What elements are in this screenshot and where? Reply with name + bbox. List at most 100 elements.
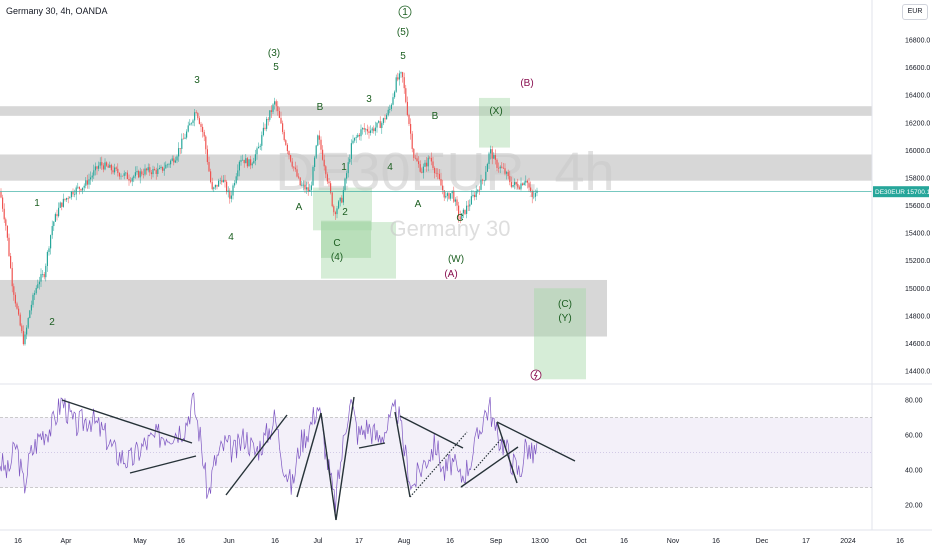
candle — [22, 325, 24, 346]
candle — [274, 97, 276, 110]
wave-label: 3 — [366, 94, 372, 105]
rsi-trendline-dotted — [473, 436, 504, 471]
candle — [238, 160, 240, 177]
time-tick-label: 17 — [355, 538, 363, 545]
candle — [474, 191, 476, 201]
candle — [262, 122, 264, 137]
candle — [261, 131, 263, 151]
candle — [402, 71, 404, 83]
candle — [450, 193, 452, 201]
candle — [498, 162, 500, 173]
wave-label: 2 — [49, 317, 55, 328]
candle — [112, 165, 114, 175]
candle — [38, 276, 40, 290]
wave-label: (W) — [448, 254, 464, 265]
candle — [459, 210, 461, 224]
time-axis[interactable]: 16 Apr May 16 Jun 16 Jul 17 Aug 16 Sep 13:00 Oct 16 No… — [14, 538, 904, 545]
wave-label: 5 — [400, 51, 406, 62]
wave-label: (B) — [520, 78, 533, 89]
candle — [354, 137, 356, 143]
wave-labels: 1 2 3 4 5 (3) B A 1 2 C (4) 3 4 5 (5) 1 B A C (W) (A) (X) (B) (C… — [34, 5, 572, 381]
projection-box-2 — [321, 220, 371, 258]
candle — [104, 158, 106, 171]
candle — [328, 177, 330, 187]
candle — [485, 165, 487, 182]
candle — [229, 188, 231, 204]
candle — [320, 136, 322, 154]
candle — [128, 174, 130, 186]
candle — [51, 220, 53, 239]
candle — [197, 112, 199, 121]
candle — [526, 179, 528, 189]
candle — [440, 172, 442, 186]
candle — [296, 165, 298, 178]
time-tick-label: 16 — [620, 538, 628, 545]
rsi-trendline — [496, 421, 518, 484]
rsi-tick-label: 40.00 — [905, 468, 923, 475]
candle — [2, 194, 4, 212]
time-tick-label: 17 — [802, 538, 810, 545]
candle — [242, 154, 244, 161]
candle — [170, 159, 172, 168]
candle — [512, 184, 514, 188]
candle — [494, 149, 496, 165]
wave-label: 3 — [194, 75, 200, 86]
candle — [429, 156, 431, 160]
candle — [16, 301, 18, 310]
candle — [280, 111, 282, 125]
candle — [314, 155, 316, 172]
currency-selector[interactable]: EUR — [902, 4, 928, 20]
candle — [122, 175, 124, 177]
candle — [42, 270, 44, 278]
candle — [254, 149, 256, 166]
candle — [288, 150, 290, 160]
candle — [325, 165, 327, 179]
candle — [194, 109, 196, 127]
candle — [496, 158, 498, 172]
candle — [234, 180, 236, 188]
price-tick-label: 15400.0 — [905, 231, 930, 238]
candle — [6, 225, 8, 241]
candle — [232, 183, 234, 200]
candle — [467, 200, 469, 212]
price-axis[interactable]: 14400.0 14600.0 14800.0 15000.0 15200.0 15400… — [905, 38, 930, 376]
candle — [80, 188, 82, 192]
candle — [203, 129, 205, 142]
time-tick-label: 13:00 — [531, 538, 549, 545]
rsi-trendline — [296, 412, 322, 498]
candle — [478, 186, 480, 195]
candle — [528, 177, 530, 192]
candle — [483, 179, 485, 186]
wave-label: (A) — [444, 269, 457, 280]
candle — [302, 180, 304, 191]
rsi-trendline — [358, 442, 386, 449]
candle — [213, 186, 215, 192]
candle — [430, 152, 432, 166]
watermark-name: Germany 30 — [389, 216, 510, 241]
wave-circle-marker — [398, 5, 412, 19]
rsi-axis[interactable]: 20.00 40.00 60.00 80.00 — [905, 398, 923, 510]
price-tick-label: 15200.0 — [905, 258, 930, 265]
time-tick-label: 16 — [177, 538, 185, 545]
candle — [446, 191, 448, 202]
candle — [304, 180, 306, 194]
candle — [0, 188, 2, 199]
zone-0 — [0, 106, 872, 116]
candle — [312, 165, 314, 186]
candle — [149, 163, 151, 176]
candle — [283, 129, 285, 142]
candle — [189, 119, 191, 126]
candle — [114, 163, 116, 175]
candle — [258, 142, 260, 149]
candle — [376, 122, 378, 133]
candle — [394, 90, 396, 99]
candle — [411, 131, 413, 153]
candle — [182, 133, 184, 140]
candle — [326, 172, 328, 185]
candle — [184, 133, 186, 140]
candle — [350, 139, 352, 165]
candle — [61, 202, 63, 211]
candle — [422, 163, 424, 179]
candle — [269, 110, 271, 122]
